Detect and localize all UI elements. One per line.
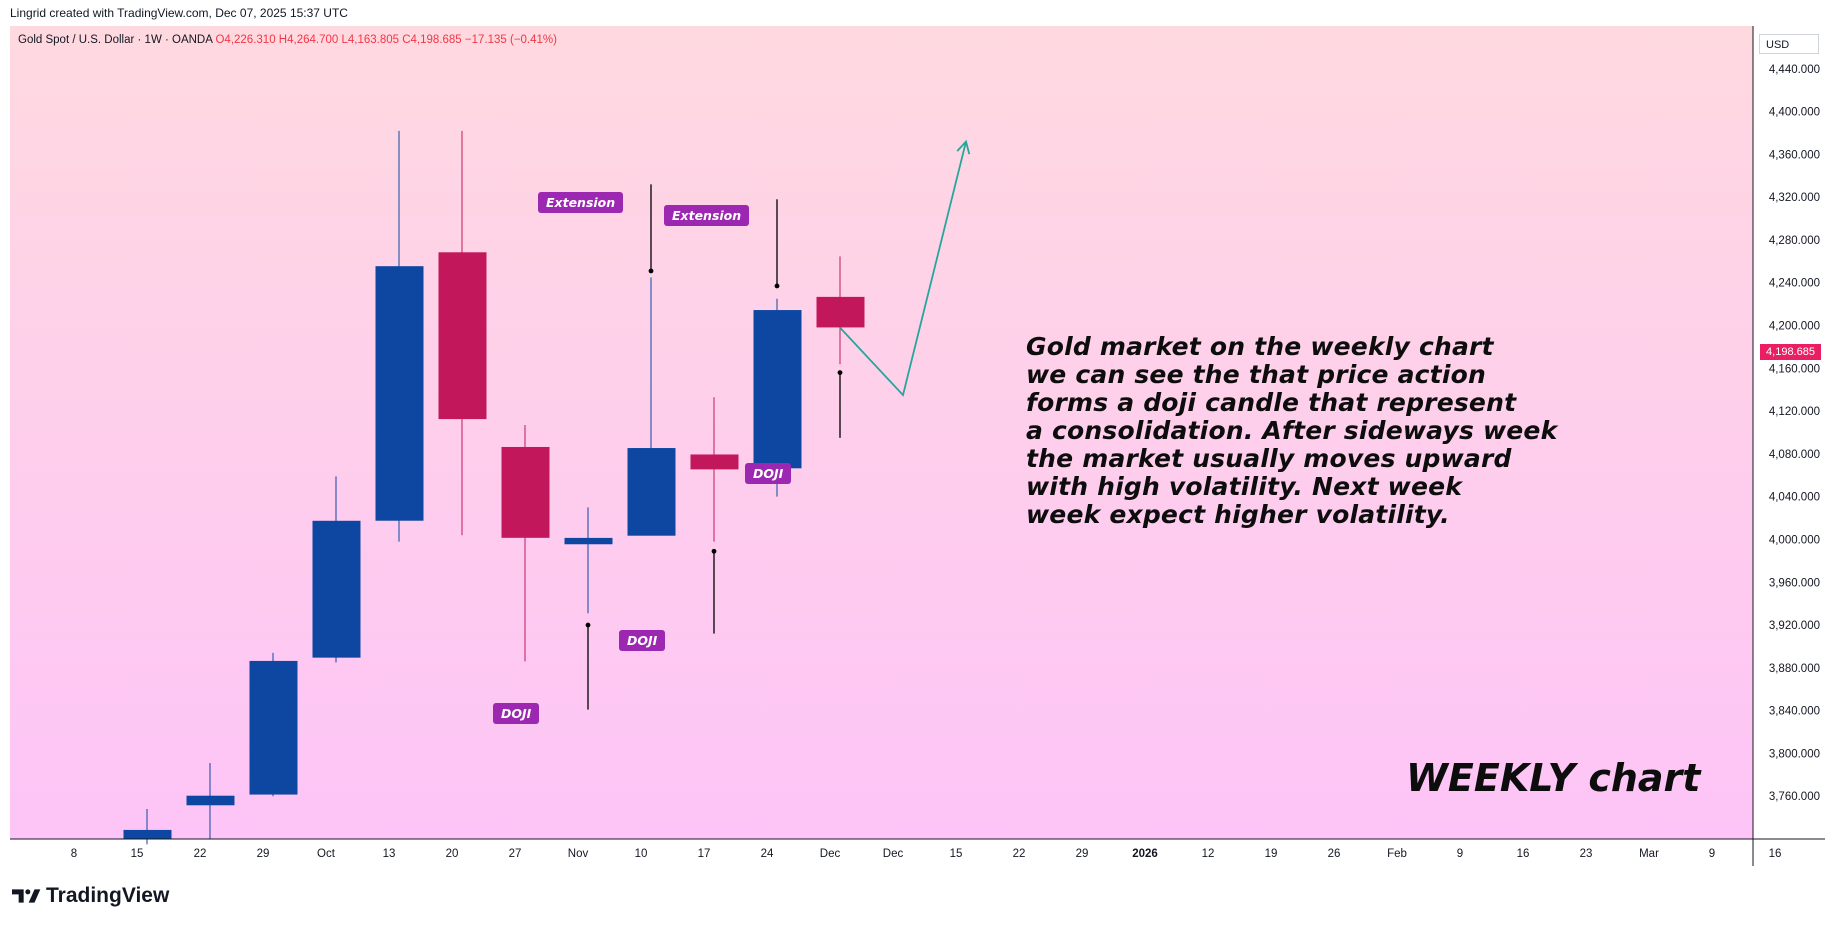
time-tick-label: 27 — [509, 848, 522, 860]
last-price-label: 4,198.685 — [1760, 344, 1821, 360]
time-tick-label: 22 — [194, 848, 207, 860]
candle-body — [186, 795, 235, 806]
annotation-dot — [837, 370, 843, 375]
time-tick-label: Dec — [820, 848, 841, 860]
price-tick-label: 4,440.000 — [1769, 64, 1820, 76]
time-tick-label: 8 — [71, 848, 77, 860]
weekly-chart-label: WEEKLY chart — [1406, 756, 1701, 800]
price-tick-label: 4,120.000 — [1769, 406, 1820, 418]
annotation-dot — [648, 268, 654, 274]
legend-change: −17.135 (−0.41%) — [464, 34, 557, 46]
currency-selector[interactable]: USD — [1759, 34, 1819, 54]
time-tick-label: 15 — [950, 848, 963, 860]
chart-credit: Lingrid created with TradingView.com, De… — [10, 6, 348, 20]
annotation-dot — [774, 283, 780, 289]
price-tick-label: 3,840.000 — [1769, 706, 1820, 718]
time-tick-label: Oct — [317, 848, 336, 860]
time-tick-label: 29 — [257, 848, 270, 860]
candle-body — [123, 829, 172, 840]
price-tick-label: 3,880.000 — [1769, 663, 1820, 675]
time-tick-label: 19 — [1265, 848, 1278, 860]
price-tick-label: 3,960.000 — [1769, 577, 1820, 589]
tradingview-logo-icon — [12, 889, 41, 903]
time-tick-label: 16 — [1769, 848, 1782, 860]
price-tick-label: 3,920.000 — [1769, 620, 1820, 632]
candle-body — [690, 454, 739, 470]
candles-layer — [123, 130, 865, 845]
price-tick-label: 4,400.000 — [1769, 107, 1820, 119]
time-tick-label: 10 — [635, 848, 648, 860]
price-tick-label: 4,200.000 — [1769, 321, 1820, 333]
candle-body — [501, 446, 550, 538]
time-tick-label: Feb — [1387, 848, 1407, 860]
analysis-text: Gold market on the weekly chart we can s… — [1026, 332, 1558, 529]
time-tick-label: 16 — [1517, 848, 1530, 860]
price-tick-label: 4,000.000 — [1769, 534, 1820, 546]
annotation-dot — [711, 548, 717, 554]
time-tick-label: 24 — [761, 848, 774, 860]
legend-close: C4,198.685 — [402, 34, 462, 46]
candle-body — [438, 252, 487, 420]
time-tick-label: 15 — [131, 848, 144, 860]
price-tick-label: 4,080.000 — [1769, 449, 1820, 461]
candle-body — [375, 266, 424, 521]
time-tick-label: Mar — [1639, 848, 1659, 860]
legend-low: L4,163.805 — [341, 34, 400, 46]
time-tick-label: 29 — [1076, 848, 1089, 860]
price-tick-label: 4,240.000 — [1769, 278, 1820, 290]
price-tick-label: 4,320.000 — [1769, 192, 1820, 204]
time-tick-label: Dec — [883, 848, 904, 860]
price-tick-label: 3,800.000 — [1769, 748, 1820, 760]
time-tick-label: 9 — [1709, 848, 1715, 860]
time-tick-label: 2026 — [1132, 848, 1158, 860]
time-tick-label: Nov — [568, 848, 589, 860]
markers-layer — [585, 184, 843, 710]
time-tick-label: 17 — [698, 848, 711, 860]
price-tick-label: 4,280.000 — [1769, 235, 1820, 247]
candle-body — [312, 520, 361, 658]
price-tick-label: 4,360.000 — [1769, 149, 1820, 161]
time-tick-label: 22 — [1013, 848, 1026, 860]
time-tick-label: 26 — [1328, 848, 1341, 860]
price-tick-label: 4,040.000 — [1769, 492, 1820, 504]
projection-layer — [839, 139, 971, 397]
time-tick-label: 12 — [1202, 848, 1215, 860]
time-tick-label: 13 — [383, 848, 396, 860]
annotation-dot — [585, 622, 591, 628]
candle-body — [816, 296, 865, 328]
projection-arrow — [839, 141, 967, 397]
doji-tag-1: DOJI — [493, 703, 540, 724]
legend-high: H4,264.700 — [278, 34, 339, 46]
legend-open: O4,226.310 — [215, 34, 276, 46]
price-axis[interactable]: 3,760.000 3,800.000 3,840.000 3,880.000 3,92… — [1769, 64, 1820, 803]
candle-body — [564, 537, 613, 545]
extension-tag-2: Extension — [664, 205, 750, 226]
time-tick-label: 20 — [446, 848, 459, 860]
plot-background — [10, 26, 1753, 839]
price-chart-svg[interactable]: 3,760.000 3,800.000 3,840.000 3,880.000 3,92… — [10, 26, 1825, 866]
time-axis[interactable]: 8 15 22 29 Oct 13 20 27 Nov 10 17 24 Dec Dec 15 22 29 202… — [71, 848, 1782, 860]
symbol-legend: Gold Spot / U.S. Dollar · 1W · OANDA O4,… — [18, 34, 557, 46]
doji-tag-3: DOJI — [745, 463, 792, 484]
chart-area[interactable]: 3,760.000 3,800.000 3,840.000 3,880.000 3,92… — [10, 26, 1825, 866]
extension-tag-1: Extension — [538, 192, 624, 213]
symbol-name: Gold Spot / U.S. Dollar · 1W · OANDA — [18, 34, 213, 46]
price-tick-label: 4,160.000 — [1769, 363, 1820, 375]
candle-body — [753, 310, 802, 469]
price-tick-label: 3,760.000 — [1769, 791, 1820, 803]
time-tick-label: 9 — [1457, 848, 1463, 860]
brand-name: TradingView — [46, 884, 170, 907]
tradingview-logo[interactable]: TradingView — [12, 884, 169, 908]
time-tick-label: 23 — [1580, 848, 1593, 860]
doji-tag-2: DOJI — [619, 630, 666, 651]
projection-arrowhead — [956, 139, 971, 155]
candle-body — [249, 660, 298, 795]
candle-body — [627, 448, 676, 536]
